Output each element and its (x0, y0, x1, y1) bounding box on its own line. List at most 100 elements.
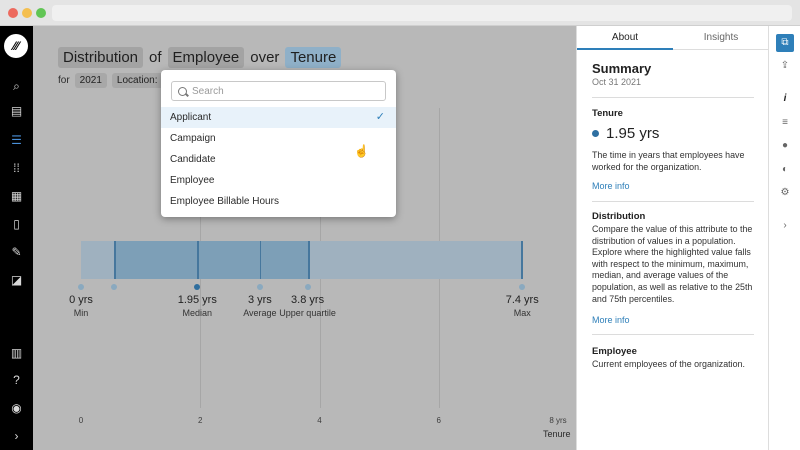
measure-chip[interactable]: Distribution (58, 46, 144, 68)
title-word-over: over (250, 48, 280, 66)
lower-quartile-marker (110, 284, 117, 290)
tenure-heading: Tenure (592, 108, 623, 119)
logo-icon[interactable]: ⁄⁄⁄ (4, 34, 28, 58)
marker-median (194, 284, 201, 290)
user-icon[interactable]: ◉ (11, 401, 22, 415)
metric-dot-icon (592, 130, 599, 137)
dropdown-item-campaign[interactable]: Campaign (161, 128, 396, 149)
x-tick-label: 8 yrs (549, 416, 567, 425)
title-word-of: of (149, 48, 162, 66)
more-info-link-2[interactable]: More info (592, 315, 630, 325)
distribution-heading: Distribution (592, 211, 646, 222)
x-tick-label: 4 (317, 416, 322, 425)
interquartile-band (113, 241, 308, 279)
maximize-window-button[interactable] (36, 8, 46, 18)
cards-icon[interactable]: ▯ (13, 217, 20, 231)
marker-value: 0 yrs (69, 294, 93, 306)
distribution-description: Compare the value of this attribute to t… (592, 224, 753, 304)
summary-title: Summary (592, 61, 652, 76)
palette-icon[interactable]: ◐ (781, 164, 789, 175)
dropdown-item-employee-billable-hours[interactable]: Employee Billable Hours (161, 191, 396, 212)
max-line (521, 241, 524, 279)
employee-heading: Employee (592, 346, 637, 357)
tenure-description: The time in years that employees have wo… (592, 150, 745, 172)
left-sidebar: ⁄⁄⁄ ⌕ ▤ ☰ ⁞⁞ ▦ ▯ ✎ ◪ ▥ ? ◉ › (0, 26, 33, 450)
marker-label: Min (73, 308, 89, 318)
chevron-right-icon[interactable]: › (14, 429, 19, 443)
x-axis-title: Tenure (543, 429, 571, 439)
dropdown-item-employee[interactable]: Employee (161, 170, 396, 191)
pen-icon[interactable]: ✎ (11, 245, 22, 259)
help-icon[interactable]: ? (13, 373, 20, 387)
marker-min (78, 284, 84, 290)
population-dropdown: Applicant ✓ Campaign Candidate Employee … (161, 70, 396, 217)
marker-label: Median (182, 308, 213, 318)
info-icon[interactable]: i (783, 93, 787, 104)
tenure-metric: 1.95 yrs (592, 125, 659, 142)
employee-description: Current employees of the organization. (592, 359, 745, 369)
divider (592, 334, 754, 335)
dropdown-item-label: Campaign (170, 133, 216, 144)
attribute-chip[interactable]: Tenure (285, 46, 342, 68)
arrow-box-icon[interactable]: ◪ (10, 273, 23, 287)
x-tick-label: 2 (198, 416, 203, 425)
summary-date: Oct 31 2021 (592, 77, 642, 87)
marker-value: 3 yrs (247, 294, 272, 306)
marker-max (519, 284, 526, 290)
upper-quartile-line (307, 241, 310, 279)
marker-upper-quartile (304, 284, 311, 290)
divider (592, 201, 754, 202)
search-icon[interactable]: ⌕ (13, 79, 20, 93)
tiles-icon[interactable]: ▦ (10, 189, 23, 203)
average-line (259, 241, 261, 279)
chevron-right-icon[interactable]: › (783, 220, 787, 231)
marker-value: 3.8 yrs (291, 294, 325, 306)
dropdown-search-input[interactable] (192, 85, 372, 97)
dropdown-item-label: Employee Billable Hours (170, 196, 279, 207)
alert-icon[interactable]: ● (781, 140, 789, 151)
list-add-icon[interactable]: ≡ (782, 117, 788, 128)
chart-icon[interactable]: ▥ (10, 346, 23, 360)
tenure-value: 1.95 yrs (606, 125, 660, 142)
dropdown-item-label: Employee (170, 175, 215, 186)
population-chip[interactable]: Employee (167, 46, 245, 68)
dropdown-item-applicant[interactable]: Applicant ✓ (161, 107, 396, 128)
dropdown-item-label: Candidate (170, 154, 216, 165)
marker-label: Upper quartile (279, 308, 336, 318)
browser-chrome (0, 0, 800, 26)
median-line (197, 241, 200, 279)
filter-for-label: for (58, 74, 70, 86)
address-bar[interactable] (52, 5, 792, 21)
more-info-link[interactable]: More info (592, 181, 630, 191)
hand-cursor-icon: ☝ (354, 144, 369, 158)
tab-about[interactable]: About (577, 26, 673, 50)
divider (592, 97, 754, 98)
lower-quartile-line (113, 241, 116, 279)
x-tick-label: 6 (436, 416, 441, 425)
upload-icon[interactable]: ⇪ (780, 60, 790, 71)
panel-tabs: About Insights (577, 26, 769, 50)
search-icon (178, 86, 187, 96)
gear-icon[interactable]: ⚙ (780, 187, 790, 198)
minimize-window-button[interactable] (22, 8, 32, 18)
dropdown-item-candidate[interactable]: Candidate (161, 149, 396, 170)
right-icon-rail: ⧉ ⇪ i ≡ ● ◐ ⚙ › (768, 26, 800, 450)
dropdown-search (171, 81, 386, 101)
scan-icon[interactable]: ⧉ (776, 34, 794, 52)
grid-dots-icon[interactable]: ⁞⁞ (13, 161, 20, 175)
x-tick-label: 0 (78, 416, 84, 425)
year-filter-chip[interactable]: 2021 (74, 72, 107, 88)
marker-value: 1.95 yrs (177, 294, 217, 306)
marker-label: Max (513, 308, 531, 318)
bars-icon[interactable]: ☰ (11, 133, 22, 147)
page-title: Distribution of Employee over Tenure (58, 45, 342, 69)
details-panel: About Insights Summary Oct 31 2021 Tenur… (576, 26, 769, 450)
tab-insights[interactable]: Insights (703, 32, 739, 43)
close-window-button[interactable] (8, 8, 18, 18)
dropdown-item-label: Applicant (170, 112, 212, 123)
marker-average (256, 284, 263, 290)
book-icon[interactable]: ▤ (10, 104, 23, 118)
marker-label: Average (243, 308, 277, 318)
marker-value: 7.4 yrs (505, 294, 539, 306)
check-icon: ✓ (375, 111, 385, 123)
